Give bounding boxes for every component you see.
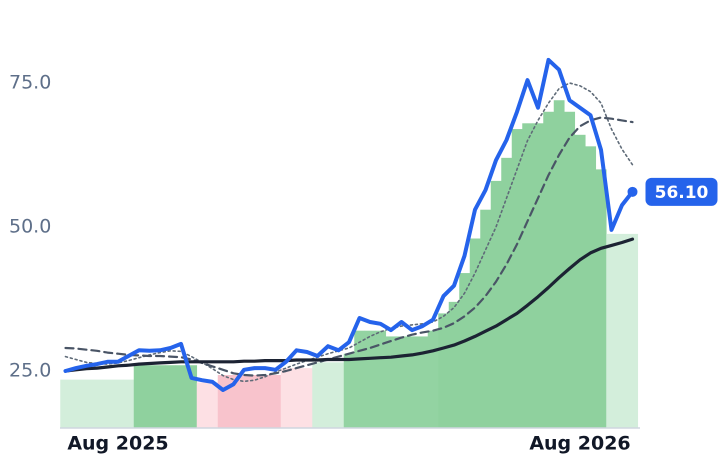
band (238, 375, 250, 428)
label-box (645, 177, 718, 206)
band (480, 209, 492, 428)
band (585, 146, 597, 428)
band (196, 382, 208, 428)
series-line (63, 57, 635, 392)
band (249, 375, 261, 428)
band (469, 238, 481, 428)
band (501, 157, 513, 428)
band (81, 379, 93, 428)
band (322, 362, 334, 428)
band (133, 365, 145, 428)
band (259, 375, 271, 428)
band (60, 379, 72, 428)
x-tick-label: Aug 2025 (67, 433, 168, 455)
series-line (63, 237, 635, 373)
y-tick-label: 50.0 (9, 215, 51, 237)
band (459, 273, 471, 428)
band (595, 169, 607, 429)
band (312, 362, 324, 428)
x-tick-label: Aug 2026 (529, 433, 630, 455)
value-label: 56.10 (655, 183, 709, 203)
band (396, 336, 408, 428)
band (448, 301, 460, 428)
band (207, 382, 219, 428)
band (511, 129, 523, 428)
band (574, 134, 586, 428)
band (364, 330, 376, 428)
band (186, 365, 198, 428)
band (175, 365, 187, 428)
series-line (64, 116, 634, 377)
band (438, 313, 450, 428)
band (154, 365, 166, 428)
band (406, 336, 418, 428)
band (427, 330, 439, 428)
band (522, 123, 534, 429)
band (354, 330, 366, 428)
band (627, 233, 639, 428)
bands (60, 100, 639, 429)
band (375, 330, 387, 428)
band (228, 375, 240, 428)
band (301, 368, 313, 428)
band (553, 100, 565, 428)
series-line (64, 82, 634, 383)
band (543, 111, 555, 428)
band (217, 375, 229, 428)
y-tick-label: 75.0 (9, 71, 51, 93)
band (616, 233, 628, 428)
band (606, 233, 618, 428)
band (291, 368, 303, 428)
band (270, 375, 282, 428)
band (333, 362, 345, 428)
lines (63, 57, 635, 392)
band (91, 379, 103, 428)
band (70, 379, 82, 428)
band (280, 368, 292, 428)
band (532, 123, 544, 429)
band (112, 379, 124, 428)
band (165, 365, 177, 428)
y-tick-label: 25.0 (9, 359, 51, 381)
last-point (627, 186, 638, 197)
band (102, 379, 114, 428)
band (385, 336, 397, 428)
band (123, 379, 135, 428)
band (343, 353, 355, 428)
band (417, 336, 429, 428)
band (144, 365, 156, 428)
band (490, 180, 502, 428)
